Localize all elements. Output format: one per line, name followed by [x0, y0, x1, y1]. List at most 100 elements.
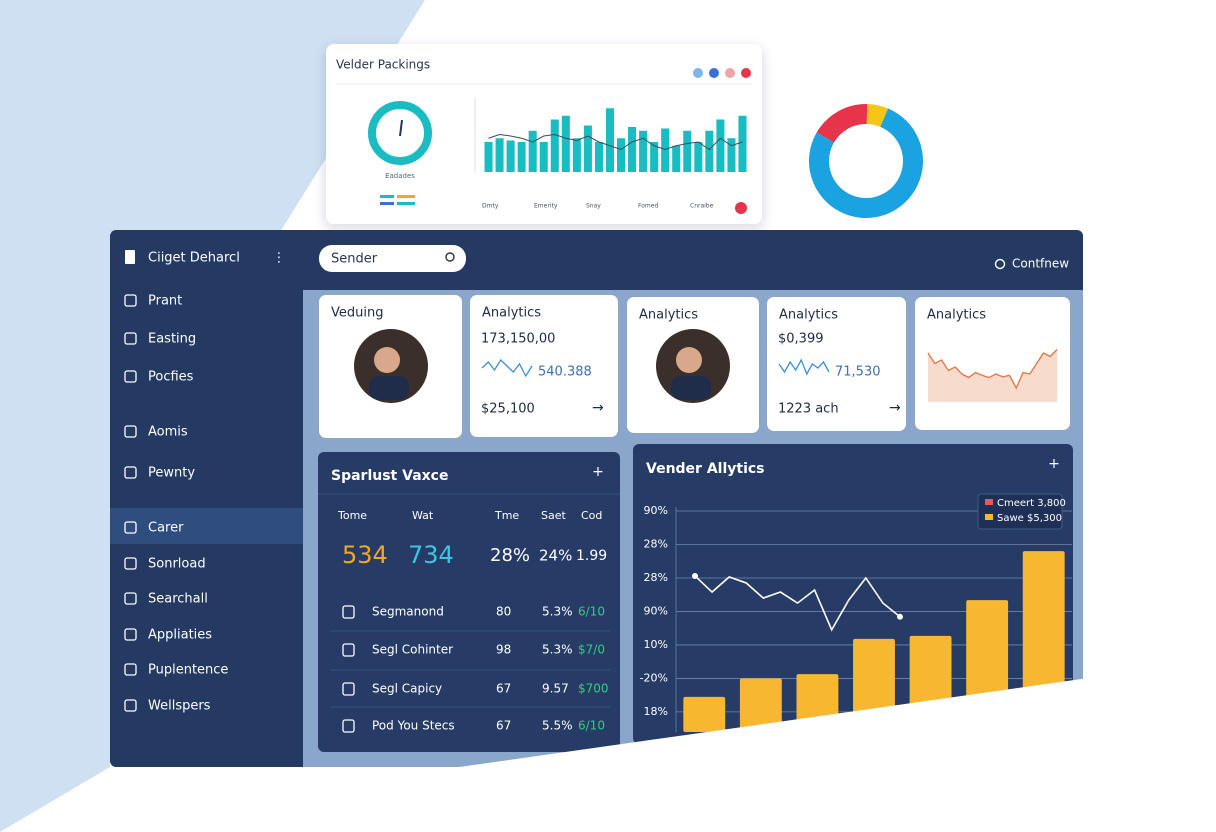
swatch: [397, 202, 415, 205]
y-tick-label: 90%: [644, 604, 668, 617]
gauge-label: Eadades: [385, 172, 415, 180]
bar: [594, 142, 603, 172]
card-arrow[interactable]: →: [889, 400, 901, 416]
sidebar-title: Ciiget Deharcl: [148, 251, 240, 266]
y-tick-label: 18%: [644, 705, 668, 718]
sparkline: [778, 358, 830, 376]
row-icon: [342, 682, 355, 696]
bar: [683, 130, 692, 172]
nav-item[interactable]: Prant: [148, 294, 182, 309]
legend-label: Cmeert 3,800: [997, 498, 1066, 509]
search-box[interactable]: [319, 245, 466, 272]
bar: [484, 142, 493, 172]
table-cell: 6/10: [578, 719, 605, 733]
nav-item[interactable]: Wellspers: [148, 699, 211, 714]
foreground-cut: [0, 660, 1216, 832]
table-cell: Segmanond: [372, 605, 444, 619]
bar: [572, 138, 581, 172]
top-card-title: Velder Packings: [336, 58, 430, 72]
legend-swatch: [985, 499, 993, 505]
nav-item[interactable]: Appliaties: [148, 628, 212, 643]
nav-item[interactable]: Carer: [148, 521, 184, 536]
table-cell: 98: [496, 643, 511, 657]
card-footer: 1223 ach: [778, 402, 839, 417]
swatch: [380, 202, 394, 205]
dot: [709, 68, 719, 78]
nav-item[interactable]: Easting: [148, 332, 196, 347]
bar: [727, 138, 736, 172]
gauge-needle: [399, 119, 403, 137]
nav-item[interactable]: Sonrload: [148, 557, 206, 572]
nav-icon: [124, 592, 137, 605]
legend-label: Emerity: [534, 203, 558, 210]
add-button[interactable]: +: [592, 464, 604, 480]
y-tick-label: 28%: [644, 571, 668, 584]
bar: [617, 138, 626, 172]
card-title: Veduing: [331, 306, 383, 321]
bar: [495, 138, 504, 172]
card: [470, 295, 618, 437]
legend-label: Sawe $5,300: [997, 513, 1062, 524]
card-arrow[interactable]: →: [592, 400, 604, 416]
donut-slice: [809, 108, 923, 218]
bar: [739, 678, 782, 732]
bar: [583, 125, 592, 172]
nav-item[interactable]: Searchall: [148, 592, 208, 607]
y-tick-label: 90%: [644, 504, 668, 517]
logo: [125, 250, 135, 264]
top-chart: Dmty Emerity Snay Fomed Cnraibe: [474, 97, 747, 210]
line: [694, 575, 901, 632]
nav-icon: [124, 521, 137, 534]
bar: [605, 108, 614, 172]
bar: [539, 142, 548, 172]
nav-icon: [124, 557, 137, 570]
bar: [694, 142, 703, 172]
donut-chart: [809, 104, 923, 218]
table-cell: 80: [496, 605, 511, 619]
action-icon: [994, 258, 1006, 270]
table-cell: 5.5%: [542, 719, 573, 733]
add-button[interactable]: +: [1048, 456, 1060, 472]
spark-label: 71,530: [835, 365, 881, 380]
sparkline: [481, 358, 533, 378]
nav-item[interactable]: Pewnty: [148, 466, 195, 481]
row-icon: [342, 605, 355, 619]
backdrop: [0, 0, 425, 832]
bar: [683, 696, 726, 732]
menu-dots[interactable]: ⋮: [273, 251, 286, 266]
bar: [705, 130, 714, 172]
header-action[interactable]: Contfnew: [1012, 257, 1069, 271]
nav-item[interactable]: Pocfies: [148, 370, 194, 385]
nav-item[interactable]: Aomis: [148, 425, 188, 440]
chart-title: Vender Allytics: [646, 461, 765, 477]
card-value: 173,150,00: [481, 332, 555, 347]
column-header: Cod: [581, 509, 602, 522]
dot: [693, 68, 703, 78]
card-footer: $25,100: [481, 402, 535, 417]
bar: [738, 115, 747, 172]
nav-icon: [124, 699, 137, 712]
bar: [628, 127, 637, 172]
table-cell: 5.3%: [542, 643, 573, 657]
nav-icon: [124, 425, 137, 438]
nav-item[interactable]: Puplentence: [148, 663, 228, 678]
table-cell: Segl Capicy: [372, 682, 442, 696]
dot: [735, 202, 747, 214]
highlight-value: 1.99: [576, 548, 607, 564]
highlight-value: 24%: [539, 547, 572, 565]
table-cell: 67: [496, 719, 511, 733]
avatar-body: [671, 376, 711, 400]
panel-title: Sparlust Vaxce: [331, 468, 448, 484]
avatar-body: [369, 376, 409, 400]
bar: [528, 130, 537, 172]
dot: [741, 68, 751, 78]
nav-icon: [124, 294, 137, 307]
bar: [517, 142, 526, 172]
nav-icon: [124, 466, 137, 479]
nav-icon: [124, 370, 137, 383]
bar: [650, 142, 659, 172]
card-title: Analytics: [779, 308, 838, 323]
highlight-value: 734: [408, 541, 454, 569]
